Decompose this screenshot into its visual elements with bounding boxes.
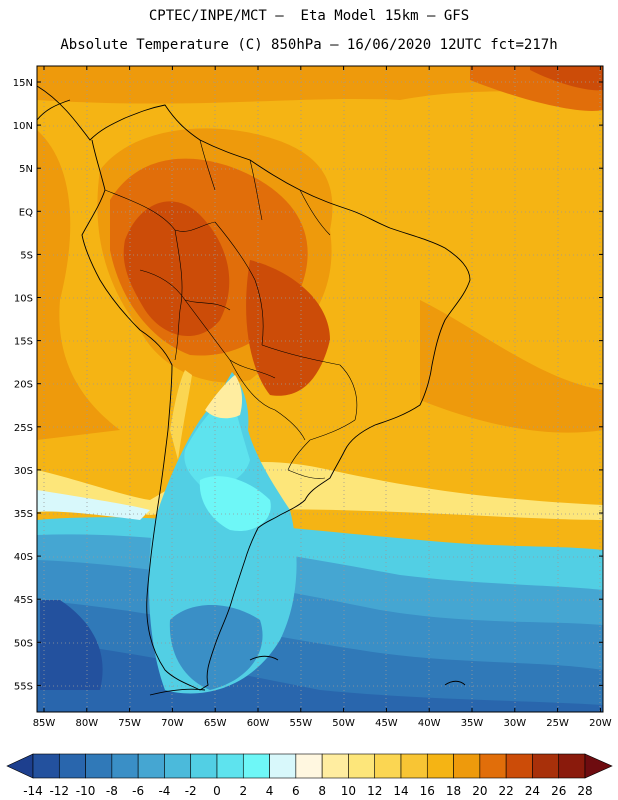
title-line-2: Absolute Temperature (C) 850hPa — 16/06/… [60,37,558,53]
legend-swatch [505,753,533,779]
legend-swatch [374,753,402,779]
legend-swatch [295,753,323,779]
lat-label: EQ [19,207,33,218]
legend-swatch [32,753,60,779]
lon-label: 85W [33,718,56,729]
lon-label: 70W [161,718,184,729]
legend-label: 12 [367,784,382,798]
legend-label: 26 [551,784,566,798]
legend-label: 10 [341,784,356,798]
legend-swatch [479,753,507,779]
legend-label: -12 [49,784,69,798]
legend-swatch [426,753,454,779]
legend-label: 0 [213,784,221,798]
lon-label: 55W [289,718,312,729]
legend-label: 18 [446,784,461,798]
legend-label: 4 [266,784,274,798]
lat-label: 30S [14,466,33,477]
legend-label: -8 [106,784,118,798]
lon-label: 45W [375,718,398,729]
lat-label: 10N [13,121,33,132]
legend-swatch [321,753,349,779]
lon-label: 40W [418,718,441,729]
lat-label: 25S [14,423,33,434]
legend-swatch [190,753,218,779]
legend-label: 6 [292,784,300,798]
lat-label: 5N [19,164,33,175]
lat-label: 45S [14,595,33,606]
legend-label: 20 [472,784,487,798]
legend-swatch [58,753,86,779]
legend-swatch [164,753,192,779]
lon-label: 60W [247,718,270,729]
legend-swatch [453,753,481,779]
legend-swatch [532,753,560,779]
map-frame [36,65,604,713]
legend-label: -10 [76,784,96,798]
lon-label: 50W [332,718,355,729]
lon-label: 30W [503,718,526,729]
legend-arrow-low [6,753,34,779]
legend-swatch [137,753,165,779]
lat-label: 40S [14,552,33,563]
lon-label: 75W [118,718,141,729]
lat-label: 15S [14,337,33,348]
legend-label: 8 [318,784,326,798]
legend-label: 22 [499,784,514,798]
legend-swatch [558,753,586,779]
lon-label: 80W [75,718,98,729]
lat-label: 55S [14,681,33,692]
lat-label: 50S [14,638,33,649]
temperature-field [37,66,603,712]
lat-label: 20S [14,380,33,391]
lon-label: 20W [589,718,612,729]
lat-label: 35S [14,509,33,520]
legend-swatch [216,753,244,779]
legend-label: 2 [239,784,247,798]
legend-swatch [242,753,270,779]
country-borders [104,139,358,479]
legend-swatch [111,753,139,779]
legend-label: 14 [393,784,408,798]
legend-label: -14 [23,784,43,798]
lat-lon-grid [37,66,603,712]
lat-label: 15N [13,78,33,89]
color-legend [6,753,613,779]
legend-swatch [348,753,376,779]
lon-label: 35W [461,718,484,729]
lon-label: 65W [204,718,227,729]
legend-swatch [269,753,297,779]
coastlines [37,85,471,696]
legend-label: -6 [132,784,144,798]
lat-label: 10S [14,294,33,305]
legend-swatch [400,753,428,779]
legend-arrow-high [584,753,613,779]
legend-swatch [85,753,113,779]
legend-label: -4 [158,784,170,798]
legend-label: -2 [185,784,197,798]
title-line-1: CPTEC/INPE/MCT — Eta Model 15km — GFS [148,8,470,24]
lat-label: 5S [20,250,33,261]
legend-label: 28 [577,784,592,798]
legend-label: 16 [420,784,435,798]
legend-label: 24 [525,784,540,798]
lon-label: 25W [546,718,569,729]
